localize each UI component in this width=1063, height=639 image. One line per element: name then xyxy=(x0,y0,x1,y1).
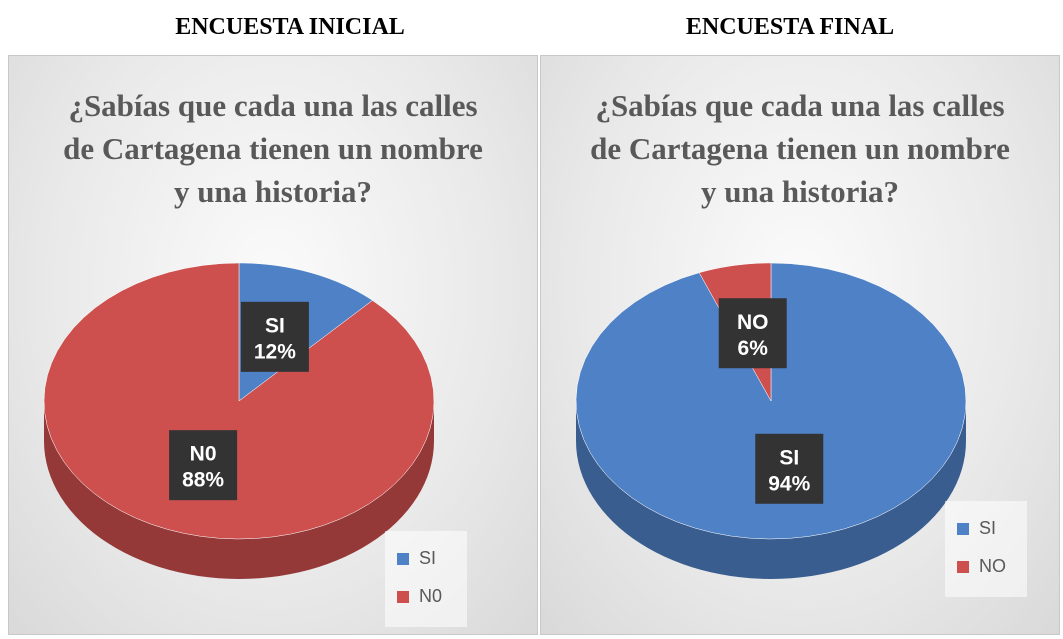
heading: ENCUESTA INICIAL xyxy=(175,14,405,40)
legend-label: N0 xyxy=(419,586,442,606)
chart-panel: ¿Sabías que cada una las calles de Carta… xyxy=(8,55,538,635)
chart: SI 12% N0 88% SI N0 xyxy=(43,262,467,627)
chart-title: ¿Sabías que cada una las calles de Carta… xyxy=(590,88,1010,209)
data-label: SI xyxy=(779,446,799,469)
pie-slice xyxy=(43,262,435,540)
legend-label: SI xyxy=(979,518,996,538)
legend-swatch xyxy=(957,561,969,573)
legend-label: NO xyxy=(979,556,1006,576)
chart: SI 94% NO 6% SI NO xyxy=(575,262,1027,597)
data-label: N0 xyxy=(190,443,217,466)
legend-swatch xyxy=(957,523,969,535)
slice-side xyxy=(576,401,966,579)
legend-label: SI xyxy=(419,548,436,568)
data-label: 88% xyxy=(182,469,224,492)
data-label-box xyxy=(240,301,309,372)
heading: ENCUESTA FINAL xyxy=(685,14,895,40)
data-label-box xyxy=(169,430,238,501)
data-label: 94% xyxy=(768,472,810,495)
chart-panel: ¿Sabías que cada una las calles de Carta… xyxy=(540,55,1060,635)
legend-swatch xyxy=(397,553,409,565)
data-label: 6% xyxy=(738,337,769,360)
slice-side xyxy=(44,401,434,579)
data-label-box xyxy=(755,433,824,504)
data-label: NO xyxy=(737,311,769,334)
data-label: 12% xyxy=(254,340,296,363)
chart-title: ¿Sabías que cada una las calles de Carta… xyxy=(63,88,483,209)
legend-box xyxy=(385,531,467,627)
legend-box xyxy=(945,501,1027,597)
legend-swatch xyxy=(397,591,409,603)
data-label-box xyxy=(718,298,787,369)
data-label: SI xyxy=(265,314,285,337)
